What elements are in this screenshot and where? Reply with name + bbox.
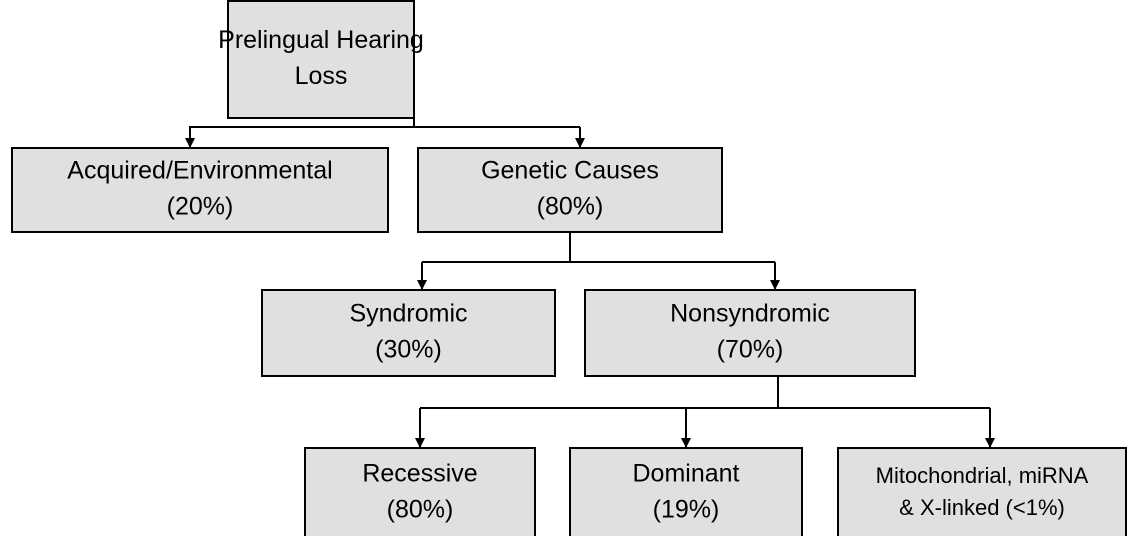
nodes: Prelingual Hearing Loss Acquired/Environme… <box>11 0 1127 536</box>
connector <box>189 118 415 148</box>
connector <box>422 232 571 263</box>
node-box <box>304 447 536 536</box>
node-label: (80%) <box>537 193 604 221</box>
node: Recessive (80%) <box>304 447 536 536</box>
node-box <box>417 147 723 233</box>
node: Acquired/Environmental (20%) <box>11 147 389 233</box>
node-label: Syndromic <box>349 300 467 328</box>
node-label: Genetic Causes <box>481 157 659 185</box>
node-label: Nonsyndromic <box>670 300 830 328</box>
node: Dominant (19%) <box>569 447 803 536</box>
node-label: Prelingual Hearing <box>218 26 424 54</box>
node-box <box>227 0 415 119</box>
node-label: Recessive <box>362 460 477 488</box>
node-label: (30%) <box>375 336 442 364</box>
node: Genetic Causes (80%) <box>417 147 723 233</box>
node-label: (80%) <box>387 496 454 524</box>
node-box <box>11 147 389 233</box>
node-box <box>837 447 1127 536</box>
node: Mitochondrial, miRNA & X-linked (<1%) <box>837 447 1127 536</box>
node-label: Mitochondrial, miRNA <box>876 463 1089 488</box>
node-label: (19%) <box>653 496 720 524</box>
node-label: (70%) <box>717 336 784 364</box>
connectors <box>185 118 995 448</box>
connector <box>420 376 779 409</box>
node: Nonsyndromic (70%) <box>584 289 916 377</box>
node-box <box>569 447 803 536</box>
node-label: & X-linked (<1%) <box>899 495 1065 520</box>
node-box <box>584 289 916 377</box>
node: Syndromic (30%) <box>261 289 556 377</box>
node-box <box>261 289 556 377</box>
node-label: Acquired/Environmental <box>67 157 332 185</box>
node-label: (20%) <box>167 193 234 221</box>
node-label: Loss <box>295 62 348 90</box>
node: Prelingual Hearing Loss <box>218 0 424 119</box>
node-label: Dominant <box>633 460 740 488</box>
